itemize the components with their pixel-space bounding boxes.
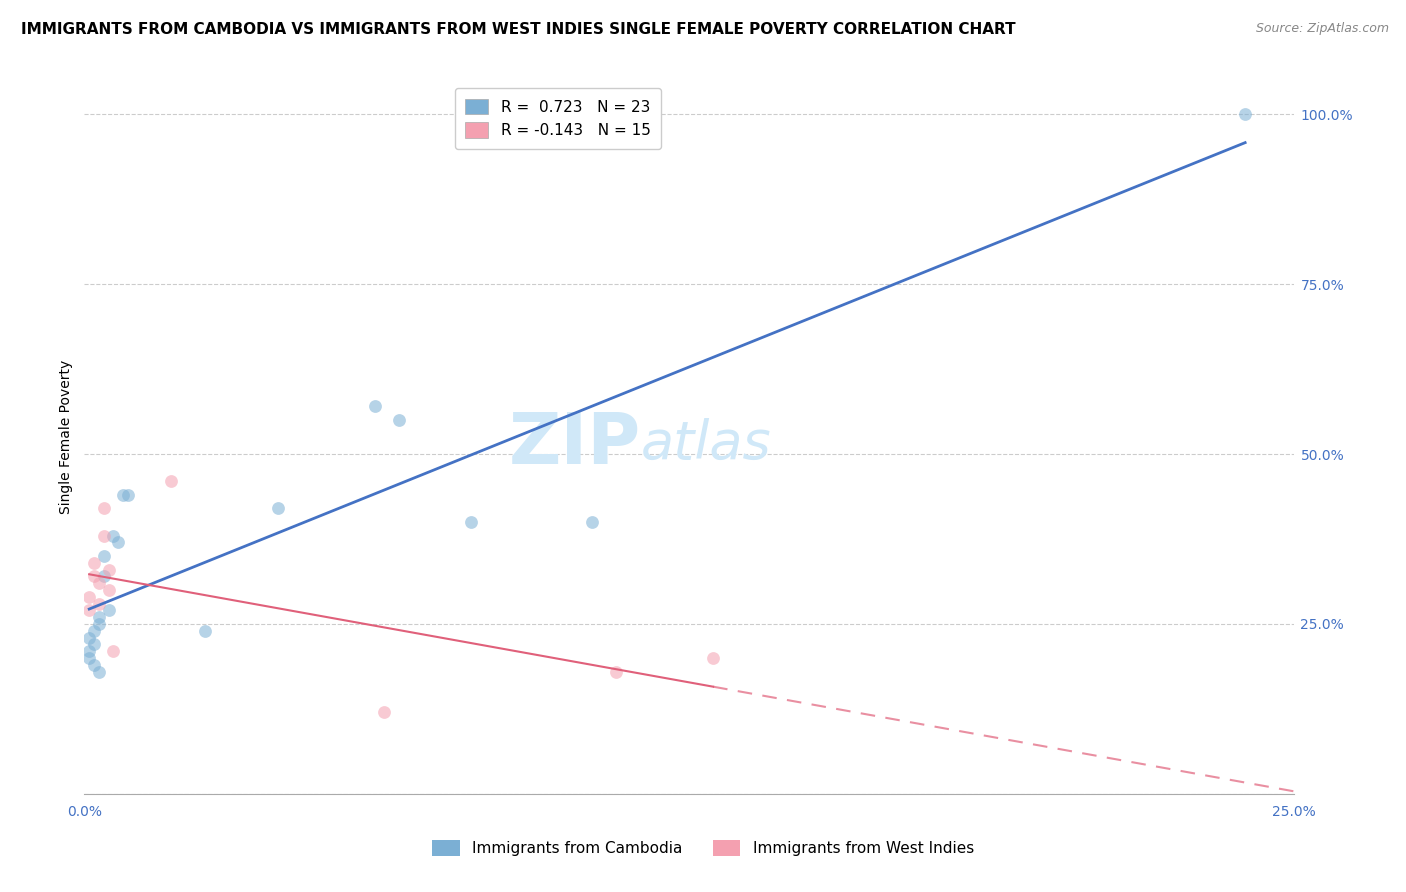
Point <box>702 651 724 665</box>
Text: Source: ZipAtlas.com: Source: ZipAtlas.com <box>1256 22 1389 36</box>
Point <box>77 590 100 604</box>
Point <box>194 624 217 638</box>
Point <box>388 413 411 427</box>
Point <box>97 603 120 617</box>
Point <box>83 637 105 651</box>
Y-axis label: Single Female Poverty: Single Female Poverty <box>59 360 73 514</box>
Text: atlas: atlas <box>641 418 772 470</box>
Point <box>87 665 110 679</box>
Point <box>581 515 603 529</box>
Point <box>373 706 395 720</box>
Point <box>97 563 120 577</box>
Point <box>87 610 110 624</box>
Point <box>83 624 105 638</box>
Point <box>83 556 105 570</box>
Point <box>77 644 100 658</box>
Point <box>83 569 105 583</box>
Point <box>87 597 110 611</box>
Point <box>363 400 385 414</box>
Point <box>77 603 100 617</box>
Point <box>107 535 129 549</box>
Point <box>1234 107 1257 121</box>
Point <box>87 576 110 591</box>
Point <box>103 644 125 658</box>
Point <box>83 657 105 672</box>
Point <box>160 475 183 489</box>
Text: IMMIGRANTS FROM CAMBODIA VS IMMIGRANTS FROM WEST INDIES SINGLE FEMALE POVERTY CO: IMMIGRANTS FROM CAMBODIA VS IMMIGRANTS F… <box>21 22 1015 37</box>
Point <box>97 582 120 597</box>
Point <box>77 651 100 665</box>
Legend: R =  0.723   N = 23, R = -0.143   N = 15: R = 0.723 N = 23, R = -0.143 N = 15 <box>454 88 661 149</box>
Legend: Immigrants from Cambodia, Immigrants from West Indies: Immigrants from Cambodia, Immigrants fro… <box>426 834 980 862</box>
Point <box>93 501 115 516</box>
Point <box>267 501 290 516</box>
Text: ZIP: ZIP <box>509 409 641 479</box>
Point <box>112 488 135 502</box>
Point <box>103 528 125 542</box>
Point <box>117 488 139 502</box>
Point <box>93 569 115 583</box>
Point <box>93 549 115 563</box>
Point <box>605 665 627 679</box>
Point <box>77 631 100 645</box>
Point <box>87 617 110 632</box>
Point <box>93 528 115 542</box>
Point <box>460 515 482 529</box>
